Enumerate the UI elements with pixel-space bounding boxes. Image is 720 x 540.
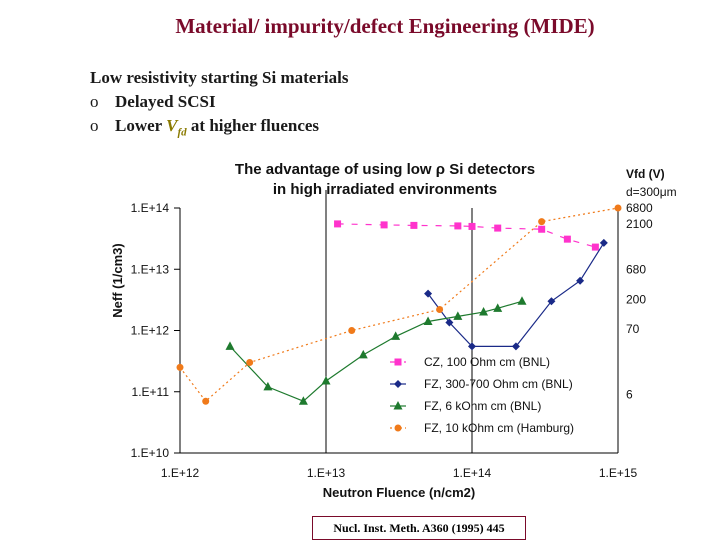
slide-title: Material/ impurity/defect Engineering (M… [175, 14, 595, 38]
data-point [511, 342, 520, 351]
data-point [614, 204, 622, 212]
data-point [246, 359, 254, 367]
data-point [538, 225, 546, 233]
data-point [298, 396, 308, 405]
y-tick-label: 1.E+13 [131, 262, 170, 276]
legend-marker [394, 380, 402, 388]
y-tick-label: 1.E+11 [132, 385, 170, 399]
right-axis-label: 6800 [626, 201, 653, 215]
data-point [493, 303, 503, 312]
x-tick-label: 1.E+13 [307, 466, 346, 480]
chart-title-line: The advantage of using low ρ Si detector… [235, 161, 535, 178]
data-point [391, 331, 401, 340]
vfd-subscript: fd [177, 126, 187, 139]
chart-title-line: in high irradiated environments [273, 181, 497, 198]
data-point [424, 289, 433, 298]
legend-label: FZ, 10 kOhm cm (Hamburg) [424, 421, 574, 435]
x-tick-label: 1.E+14 [453, 466, 492, 480]
data-point [380, 221, 388, 229]
data-point [576, 276, 585, 285]
right-axis-label: 6 [626, 388, 633, 402]
right-axis-label: 70 [626, 322, 640, 336]
bullet-marker: o [90, 116, 99, 135]
series-line-1 [337, 223, 596, 248]
legend-marker [394, 424, 402, 432]
x-axis-label: Neutron Fluence (n/cm2) [323, 485, 475, 500]
data-point [494, 224, 502, 232]
data-point [453, 311, 463, 320]
legend-label: FZ, 300-700 Ohm cm (BNL) [424, 377, 573, 391]
data-point [436, 306, 444, 314]
reference-box: Nucl. Inst. Meth. A360 (1995) 445 [312, 516, 526, 540]
series-line-4 [179, 207, 619, 403]
vfd-main: V [166, 116, 178, 135]
bullet-item: o Lower Vfd at higher fluences [90, 114, 348, 144]
data-point [225, 341, 235, 350]
data-point [563, 235, 571, 243]
y-tick-label: 1.E+12 [131, 324, 170, 338]
legend-label: CZ, 100 Ohm cm (BNL) [424, 355, 550, 369]
legend-label: FZ, 6 kOhm cm (BNL) [424, 399, 541, 413]
data-point [334, 220, 342, 228]
data-point [348, 327, 356, 334]
bullet-text: Delayed SCSI [115, 92, 216, 111]
data-point [176, 363, 184, 371]
data-point [479, 307, 489, 316]
y-axis-label: Neff (1/cm3) [110, 243, 125, 317]
legend-marker [393, 401, 403, 410]
data-point [591, 243, 599, 251]
right-axis-label: 680 [626, 262, 646, 276]
series-line-2 [427, 242, 605, 347]
right-axis-label: 2100 [626, 217, 653, 231]
y-tick-label: 1.E+10 [131, 446, 170, 460]
data-point [445, 318, 454, 327]
data-point [599, 238, 608, 247]
y-tick-label: 1.E+14 [131, 201, 170, 215]
data-point [321, 375, 331, 385]
right-axis-title: Vfd (V) [626, 167, 665, 181]
data-point [468, 222, 476, 230]
bullet-text-tail: at higher fluences [186, 116, 320, 135]
data-point [358, 349, 368, 359]
vfd-symbol: Vfd [166, 116, 187, 139]
x-tick-label: 1.E+12 [161, 466, 200, 480]
bullet-marker: o [90, 92, 99, 111]
bullet-item: o Delayed SCSI [90, 90, 348, 114]
legend-marker [394, 358, 402, 366]
data-point [454, 222, 462, 230]
data-point [423, 316, 433, 326]
x-tick-label: 1.E+15 [599, 466, 638, 480]
bullet-text: Lower [115, 116, 167, 135]
data-point [547, 297, 556, 306]
data-point [468, 342, 476, 351]
data-point [517, 296, 527, 305]
data-point [202, 397, 210, 405]
right-axis-label: 200 [626, 293, 646, 307]
data-point [263, 381, 273, 391]
intro-line: Low resistivity starting Si materials [90, 68, 349, 87]
data-point [538, 218, 546, 226]
data-point [410, 221, 418, 229]
right-axis-subtitle: d=300μm [626, 185, 677, 199]
